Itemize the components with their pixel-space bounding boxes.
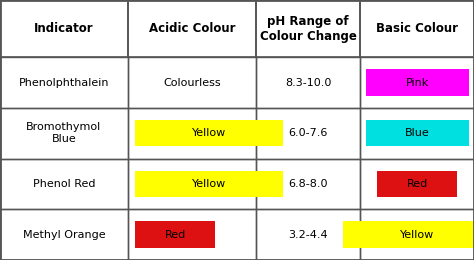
Text: Red: Red [407, 179, 428, 189]
Bar [256, 0, 360, 57]
Bar [128, 108, 256, 159]
Bar [0, 108, 128, 159]
Text: 6.8-8.0: 6.8-8.0 [288, 179, 328, 189]
Bar [256, 159, 360, 209]
Bar [0, 159, 128, 209]
Text: Red: Red [164, 230, 186, 240]
Text: Acidic Colour: Acidic Colour [149, 22, 235, 35]
Text: Yellow: Yellow [192, 179, 227, 189]
Bar [0, 57, 128, 108]
Bar [360, 209, 474, 260]
Bar [365, 69, 468, 96]
Bar [256, 57, 360, 108]
Bar [360, 159, 474, 209]
Bar [360, 108, 474, 159]
Bar [343, 222, 474, 248]
Bar [128, 57, 256, 108]
Text: pH Range of
Colour Change: pH Range of Colour Change [260, 15, 356, 43]
Text: Bromothymol
Blue: Bromothymol Blue [27, 122, 101, 144]
Text: 6.0-7.6: 6.0-7.6 [288, 128, 328, 138]
Bar [256, 209, 360, 260]
Text: Blue: Blue [405, 128, 429, 138]
Text: 3.2-4.4: 3.2-4.4 [288, 230, 328, 240]
Text: Yellow: Yellow [192, 128, 227, 138]
Text: Colourless: Colourless [163, 77, 221, 88]
Text: Basic Colour: Basic Colour [376, 22, 458, 35]
Text: 8.3-10.0: 8.3-10.0 [285, 77, 331, 88]
Bar [360, 0, 474, 57]
Bar [128, 209, 256, 260]
Text: Indicator: Indicator [34, 22, 94, 35]
Bar [365, 120, 468, 146]
Text: Pink: Pink [405, 77, 429, 88]
Bar [135, 222, 215, 248]
Text: Yellow: Yellow [400, 230, 434, 240]
Bar [377, 171, 457, 197]
Bar [360, 57, 474, 108]
Text: Phenolphthalein: Phenolphthalein [19, 77, 109, 88]
Text: Methyl Orange: Methyl Orange [23, 230, 105, 240]
Bar [128, 0, 256, 57]
Text: Phenol Red: Phenol Red [33, 179, 95, 189]
Bar [256, 108, 360, 159]
Bar [0, 209, 128, 260]
Bar [135, 171, 283, 197]
Bar [135, 120, 283, 146]
Bar [128, 159, 256, 209]
Bar [0, 0, 128, 57]
